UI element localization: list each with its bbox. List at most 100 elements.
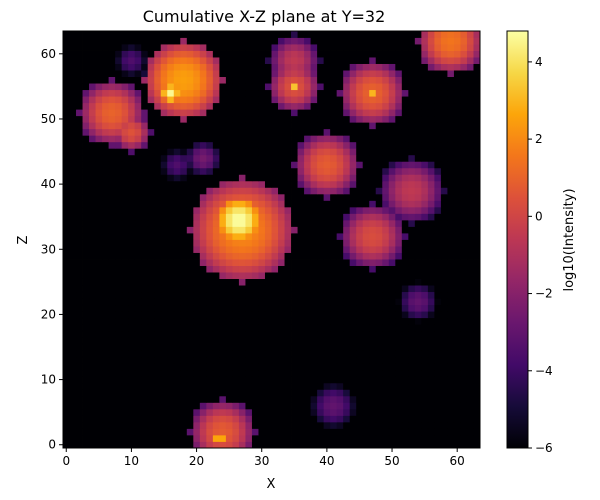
heatmap-cell (284, 76, 292, 84)
heatmap-cell (251, 382, 259, 390)
heatmap-cell (69, 330, 77, 338)
heatmap-cell (154, 174, 162, 182)
heatmap-cell (362, 415, 370, 423)
heatmap-cell (199, 135, 207, 143)
heatmap-cell (76, 161, 83, 169)
heatmap-cell (69, 259, 77, 266)
heatmap-cell (180, 96, 188, 104)
heatmap-cell (141, 115, 149, 123)
heatmap-cell (330, 44, 338, 51)
heatmap-cell (180, 389, 188, 397)
heatmap-cell (297, 213, 305, 221)
heatmap-cell (336, 70, 344, 78)
heatmap-cell (317, 298, 325, 306)
heatmap-cell (121, 148, 129, 156)
heatmap-cell (349, 141, 357, 149)
heatmap-cell (349, 239, 357, 247)
heatmap-cell (102, 37, 110, 45)
heatmap-cell (401, 148, 409, 156)
heatmap-cell (212, 376, 220, 384)
heatmap-cell (356, 441, 364, 449)
heatmap-cell (375, 226, 383, 234)
heatmap-cell (447, 128, 455, 136)
heatmap-cell (395, 180, 403, 188)
heatmap-cell (160, 343, 168, 351)
heatmap-cell (219, 154, 227, 162)
heatmap-cell (95, 278, 103, 286)
colorbar-tick-label: 0 (535, 209, 543, 223)
heatmap-cell (336, 285, 344, 293)
heatmap-cell (447, 174, 455, 182)
heatmap-cell (356, 76, 364, 84)
heatmap-cell (154, 141, 162, 149)
heatmap-cell (160, 167, 168, 175)
heatmap-cell (291, 76, 298, 84)
heatmap-cell (414, 115, 422, 123)
heatmap-cell (349, 317, 357, 325)
heatmap-cell (154, 63, 162, 71)
heatmap-cell (291, 141, 298, 149)
heatmap-cell (115, 428, 123, 436)
heatmap-cell (310, 148, 318, 156)
heatmap-cell (141, 369, 149, 377)
heatmap-cell (186, 369, 194, 377)
heatmap-cell (297, 44, 305, 51)
x-tick-label: 40 (319, 454, 334, 468)
heatmap-cell (147, 115, 155, 123)
heatmap-cell (251, 44, 259, 51)
heatmap-cell (219, 148, 227, 156)
heatmap-cell (278, 70, 285, 78)
heatmap-cell (408, 96, 416, 104)
heatmap-cell (414, 161, 422, 169)
heatmap-cell (317, 76, 325, 84)
heatmap-cell (134, 187, 142, 195)
heatmap-cell (82, 272, 90, 279)
heatmap-cell (271, 213, 279, 221)
heatmap-cell (284, 311, 292, 319)
heatmap-cell (447, 161, 455, 169)
heatmap-cell (199, 76, 207, 84)
heatmap-cell (343, 428, 351, 436)
heatmap-cell (258, 37, 266, 45)
heatmap-cell (193, 382, 201, 390)
heatmap-cell (369, 337, 377, 345)
heatmap-cell (186, 167, 194, 175)
heatmap-cell (76, 115, 83, 123)
heatmap-cell (369, 408, 377, 416)
heatmap-cell (427, 402, 435, 410)
heatmap-cell (134, 161, 142, 169)
heatmap-cell (115, 441, 123, 449)
heatmap-cell (356, 428, 364, 436)
heatmap-cell (375, 311, 383, 319)
heatmap-cell (245, 434, 253, 442)
heatmap-cell (232, 402, 240, 410)
heatmap-cell (245, 343, 253, 351)
heatmap-cell (264, 265, 272, 273)
heatmap-cell (141, 148, 149, 156)
heatmap-cell (466, 50, 474, 58)
heatmap-cell (284, 226, 292, 234)
heatmap-cell (186, 148, 194, 156)
heatmap-cell (382, 350, 390, 358)
heatmap-cell (134, 278, 142, 286)
heatmap-cell (134, 89, 142, 97)
heatmap-cell (199, 63, 207, 71)
heatmap-cell (134, 213, 142, 221)
heatmap-cell (102, 135, 110, 143)
heatmap-cell (440, 415, 448, 423)
heatmap-cell (284, 402, 292, 410)
heatmap-cell (134, 44, 142, 51)
heatmap-cell (395, 246, 403, 253)
heatmap-cell (225, 206, 233, 214)
heatmap-cell (206, 304, 214, 312)
heatmap-cell (284, 37, 292, 45)
heatmap-cell (89, 115, 96, 123)
heatmap-cell (154, 154, 162, 162)
heatmap-cell (115, 135, 123, 143)
heatmap-cell (173, 161, 181, 169)
heatmap-cell (453, 428, 461, 436)
heatmap-cell (121, 317, 129, 325)
heatmap-cell (291, 148, 298, 156)
heatmap-cell (304, 187, 311, 195)
heatmap-cell (199, 226, 207, 234)
